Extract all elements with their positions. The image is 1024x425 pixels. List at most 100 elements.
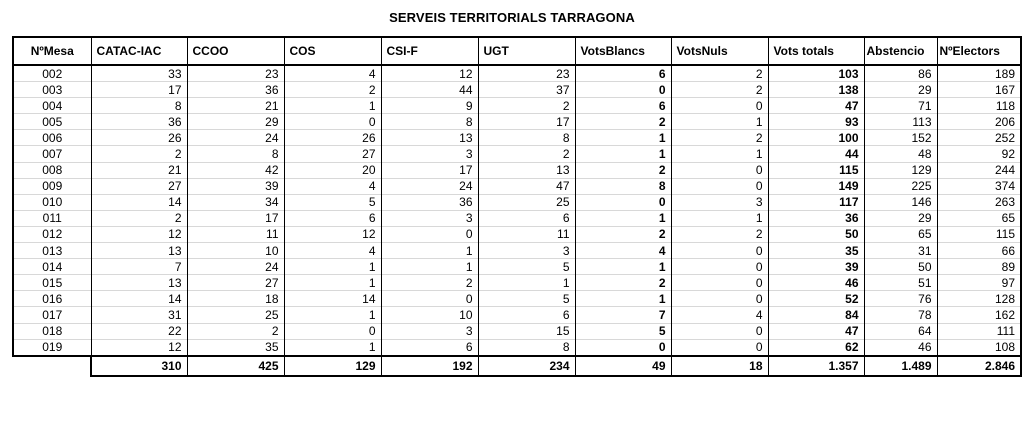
table-cell: 152 [863, 129, 938, 146]
mesa-number-cell: 005 [12, 113, 92, 130]
table-cell: 93 [767, 113, 865, 130]
mesa-number-cell: 006 [12, 129, 92, 146]
column-header: CCOO [186, 36, 285, 66]
table-cell: 100 [767, 129, 865, 146]
table-cell: 2 [477, 145, 576, 163]
column-header: CATAC-IAC [90, 36, 188, 66]
total-cell: 2.846 [936, 355, 1022, 377]
table-cell: 13 [90, 274, 188, 291]
table-cell: 2 [574, 161, 672, 179]
table-cell: 225 [863, 177, 938, 195]
table-header: NºMesa CATAC-IAC CCOO COS CSI-F UGT VotsBlancs… [12, 36, 1022, 66]
table-cell: 17 [186, 209, 285, 227]
table-cell: 1 [670, 113, 769, 130]
table-cell: 0 [283, 113, 382, 130]
column-header: CSI-F [380, 36, 479, 66]
table-cell: 4 [283, 65, 382, 82]
table-cell: 12 [90, 338, 188, 357]
table-cell: 0 [380, 225, 479, 243]
table-cell: 5 [477, 258, 576, 275]
mesa-number-cell: 007 [12, 145, 92, 163]
table-row: 018 22 2 0 3 15 5 0 47 64 111 [12, 322, 1022, 340]
table-row: 011 2 17 6 3 6 1 1 36 29 65 [12, 209, 1022, 227]
table-cell: 118 [936, 97, 1022, 114]
column-header: COS [283, 36, 382, 66]
table-row: 007 2 8 27 3 2 1 1 44 48 92 [12, 145, 1022, 163]
column-header: NºElectors [936, 36, 1022, 66]
table-cell: 138 [767, 81, 865, 98]
mesa-number-cell: 011 [12, 209, 92, 227]
table-cell: 11 [186, 225, 285, 243]
table-cell: 1 [283, 306, 382, 323]
total-cell: 234 [477, 355, 576, 377]
total-cell: 1.357 [767, 355, 865, 377]
table-cell: 29 [186, 113, 285, 130]
table-cell: 6 [477, 209, 576, 227]
table-cell: 3 [380, 322, 479, 340]
mesa-number-cell: 002 [12, 65, 92, 82]
results-table: NºMesa CATAC-IAC CCOO COS CSI-F UGT VotsBlancs… [12, 36, 1022, 377]
table-cell: 51 [863, 274, 938, 291]
header-row: NºMesa CATAC-IAC CCOO COS CSI-F UGT VotsBlancs… [12, 36, 1022, 66]
table-cell: 62 [767, 338, 865, 357]
table-cell: 50 [767, 225, 865, 243]
table-cell: 36 [90, 113, 188, 130]
table-cell: 189 [936, 65, 1022, 82]
table-cell: 0 [380, 290, 479, 307]
table-cell: 17 [90, 81, 188, 98]
table-cell: 115 [767, 161, 865, 179]
total-cell: 425 [186, 355, 285, 377]
table-cell: 92 [936, 145, 1022, 163]
table-cell: 0 [670, 161, 769, 179]
table-cell: 12 [90, 225, 188, 243]
table-cell: 6 [283, 209, 382, 227]
table-cell: 42 [186, 161, 285, 179]
table-cell: 3 [380, 145, 479, 163]
table-cell: 252 [936, 129, 1022, 146]
table-cell: 17 [380, 161, 479, 179]
table-row: 009 27 39 4 24 47 8 0 149 225 374 [12, 177, 1022, 195]
table-cell: 39 [186, 177, 285, 195]
table-cell: 0 [670, 274, 769, 291]
table-row: 019 12 35 1 6 8 0 0 62 46 108 [12, 338, 1022, 357]
mesa-number-cell: 015 [12, 274, 92, 291]
mesa-number-cell: 003 [12, 81, 92, 98]
table-cell: 2 [90, 209, 188, 227]
table-cell: 1 [574, 129, 672, 146]
table-cell: 6 [574, 97, 672, 114]
table-cell: 13 [477, 161, 576, 179]
table-cell: 89 [936, 258, 1022, 275]
column-header: UGT [477, 36, 576, 66]
table-cell: 48 [863, 145, 938, 163]
table-cell: 26 [283, 129, 382, 146]
table-cell: 167 [936, 81, 1022, 98]
mesa-number-cell: 014 [12, 258, 92, 275]
total-cell: 192 [380, 355, 479, 377]
table-cell: 47 [477, 177, 576, 195]
total-cell: 1.489 [863, 355, 938, 377]
table-cell: 1 [574, 209, 672, 227]
table-cell: 2 [670, 129, 769, 146]
table-cell: 24 [186, 129, 285, 146]
table-cell: 128 [936, 290, 1022, 307]
table-cell: 47 [767, 97, 865, 114]
table-cell: 18 [186, 290, 285, 307]
table-cell: 2 [283, 81, 382, 98]
table-cell: 12 [380, 65, 479, 82]
table-cell: 6 [574, 65, 672, 82]
table-row: 017 31 25 1 10 6 7 4 84 78 162 [12, 306, 1022, 323]
mesa-number-cell: 010 [12, 193, 92, 211]
table-cell: 66 [936, 242, 1022, 259]
table-cell: 8 [477, 129, 576, 146]
table-cell: 2 [90, 145, 188, 163]
total-cell: 310 [90, 355, 188, 377]
table-cell: 113 [863, 113, 938, 130]
totals-blank-cell [13, 355, 92, 376]
table-cell: 13 [90, 242, 188, 259]
table-cell: 2 [186, 322, 285, 340]
table-cell: 7 [90, 258, 188, 275]
table-cell: 27 [90, 177, 188, 195]
mesa-number-cell: 008 [12, 161, 92, 179]
table-cell: 374 [936, 177, 1022, 195]
table-cell: 39 [767, 258, 865, 275]
